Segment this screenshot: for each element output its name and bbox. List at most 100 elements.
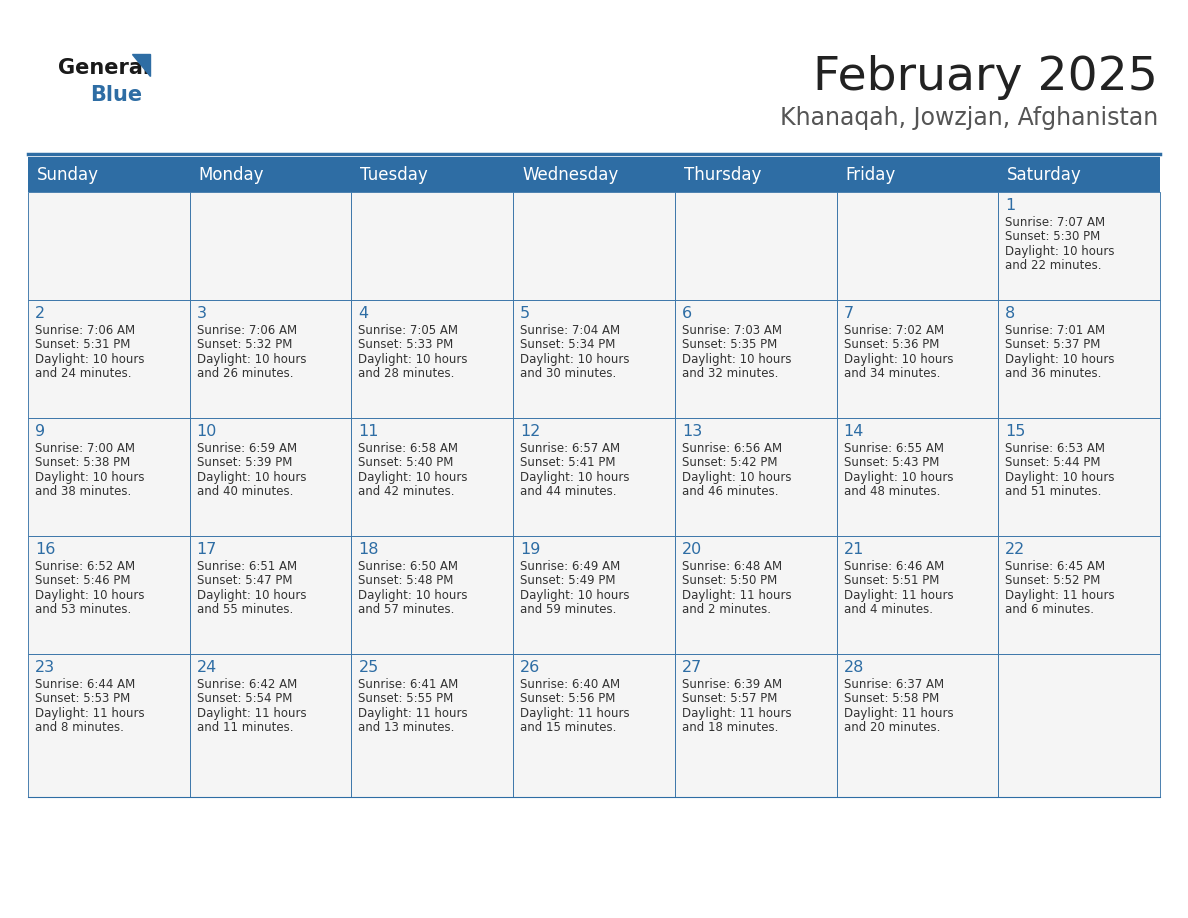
Text: Sunrise: 6:44 AM: Sunrise: 6:44 AM (34, 677, 135, 690)
Text: Sunrise: 6:55 AM: Sunrise: 6:55 AM (843, 442, 943, 454)
Text: Daylight: 10 hours: Daylight: 10 hours (197, 471, 307, 484)
Text: Daylight: 10 hours: Daylight: 10 hours (682, 353, 791, 365)
Text: Sunrise: 6:57 AM: Sunrise: 6:57 AM (520, 442, 620, 454)
Bar (29, 536, 190, 654)
Text: and 40 minutes.: and 40 minutes. (197, 485, 293, 498)
Text: 5: 5 (520, 307, 530, 321)
Text: and 34 minutes.: and 34 minutes. (843, 367, 940, 380)
Text: 12: 12 (520, 424, 541, 440)
Text: 27: 27 (682, 660, 702, 676)
Text: and 46 minutes.: and 46 minutes. (682, 485, 778, 498)
Text: Sunrise: 6:42 AM: Sunrise: 6:42 AM (197, 677, 297, 690)
Text: Daylight: 10 hours: Daylight: 10 hours (520, 353, 630, 365)
Text: and 15 minutes.: and 15 minutes. (520, 721, 617, 734)
Text: Daylight: 10 hours: Daylight: 10 hours (34, 588, 145, 601)
Text: and 6 minutes.: and 6 minutes. (1005, 603, 1094, 616)
Text: 25: 25 (359, 660, 379, 676)
Text: 8: 8 (1005, 307, 1016, 321)
Text: 11: 11 (359, 424, 379, 440)
Text: Daylight: 10 hours: Daylight: 10 hours (197, 353, 307, 365)
Text: Sunset: 5:39 PM: Sunset: 5:39 PM (197, 456, 292, 469)
Text: and 53 minutes.: and 53 minutes. (34, 603, 131, 616)
Text: Sunset: 5:53 PM: Sunset: 5:53 PM (34, 692, 131, 705)
Text: Khanaqah, Jowzjan, Afghanistan: Khanaqah, Jowzjan, Afghanistan (779, 106, 1158, 130)
Text: Daylight: 10 hours: Daylight: 10 hours (1005, 244, 1114, 258)
Text: Daylight: 10 hours: Daylight: 10 hours (359, 353, 468, 365)
Text: and 20 minutes.: and 20 minutes. (843, 721, 940, 734)
Text: Sunset: 5:33 PM: Sunset: 5:33 PM (359, 338, 454, 351)
Text: 10: 10 (197, 424, 217, 440)
Polygon shape (132, 54, 150, 76)
Text: Daylight: 11 hours: Daylight: 11 hours (843, 588, 953, 601)
Text: 13: 13 (682, 424, 702, 440)
Text: Sunrise: 7:07 AM: Sunrise: 7:07 AM (1005, 216, 1105, 229)
Text: Daylight: 10 hours: Daylight: 10 hours (359, 471, 468, 484)
Text: 9: 9 (34, 424, 45, 440)
Text: 19: 19 (520, 543, 541, 557)
Bar (675, 300, 836, 418)
Text: and 2 minutes.: and 2 minutes. (682, 603, 771, 616)
Text: Sunset: 5:55 PM: Sunset: 5:55 PM (359, 692, 454, 705)
Text: Sunset: 5:46 PM: Sunset: 5:46 PM (34, 574, 131, 587)
Text: Sunrise: 7:06 AM: Sunrise: 7:06 AM (197, 323, 297, 337)
Text: Sunset: 5:32 PM: Sunset: 5:32 PM (197, 338, 292, 351)
Text: Daylight: 10 hours: Daylight: 10 hours (34, 471, 145, 484)
Text: Sunrise: 6:45 AM: Sunrise: 6:45 AM (1005, 559, 1105, 573)
Text: 4: 4 (359, 307, 368, 321)
Text: 23: 23 (34, 660, 55, 676)
Text: 16: 16 (34, 543, 56, 557)
Text: Daylight: 10 hours: Daylight: 10 hours (682, 471, 791, 484)
Bar (29, 654, 190, 797)
Text: Blue: Blue (90, 85, 143, 105)
Text: Daylight: 10 hours: Daylight: 10 hours (1005, 471, 1114, 484)
Text: and 59 minutes.: and 59 minutes. (520, 603, 617, 616)
Text: Sunset: 5:47 PM: Sunset: 5:47 PM (197, 574, 292, 587)
Bar (675, 192, 836, 300)
Text: Sunset: 5:57 PM: Sunset: 5:57 PM (682, 692, 777, 705)
Text: Daylight: 11 hours: Daylight: 11 hours (359, 707, 468, 720)
Text: and 4 minutes.: and 4 minutes. (843, 603, 933, 616)
Bar (352, 418, 513, 536)
Bar (836, 418, 998, 536)
Text: Tuesday: Tuesday (360, 165, 428, 184)
Text: Sunrise: 7:06 AM: Sunrise: 7:06 AM (34, 323, 135, 337)
Text: Sunrise: 6:41 AM: Sunrise: 6:41 AM (359, 677, 459, 690)
Text: and 38 minutes.: and 38 minutes. (34, 485, 131, 498)
Text: Sunset: 5:41 PM: Sunset: 5:41 PM (520, 456, 615, 469)
Bar (190, 300, 352, 418)
Bar (190, 192, 352, 300)
Text: Sunrise: 6:46 AM: Sunrise: 6:46 AM (843, 559, 943, 573)
Text: Daylight: 11 hours: Daylight: 11 hours (34, 707, 145, 720)
Text: Sunset: 5:50 PM: Sunset: 5:50 PM (682, 574, 777, 587)
Bar (836, 300, 998, 418)
Text: Daylight: 10 hours: Daylight: 10 hours (197, 588, 307, 601)
Text: Daylight: 10 hours: Daylight: 10 hours (843, 471, 953, 484)
Text: Sunset: 5:38 PM: Sunset: 5:38 PM (34, 456, 131, 469)
Text: Sunrise: 6:53 AM: Sunrise: 6:53 AM (1005, 442, 1105, 454)
Text: and 57 minutes.: and 57 minutes. (359, 603, 455, 616)
Text: 28: 28 (843, 660, 864, 676)
Text: Sunrise: 6:40 AM: Sunrise: 6:40 AM (520, 677, 620, 690)
Text: Daylight: 10 hours: Daylight: 10 hours (520, 471, 630, 484)
Bar (513, 192, 675, 300)
Text: Monday: Monday (198, 165, 264, 184)
Text: Friday: Friday (846, 165, 896, 184)
Text: Sunset: 5:56 PM: Sunset: 5:56 PM (520, 692, 615, 705)
Text: and 51 minutes.: and 51 minutes. (1005, 485, 1101, 498)
Bar (29, 157, 1159, 192)
Text: Daylight: 10 hours: Daylight: 10 hours (520, 588, 630, 601)
Text: and 18 minutes.: and 18 minutes. (682, 721, 778, 734)
Bar (998, 192, 1159, 300)
Text: Sunrise: 6:50 AM: Sunrise: 6:50 AM (359, 559, 459, 573)
Bar (513, 654, 675, 797)
Bar (190, 654, 352, 797)
Text: Sunset: 5:37 PM: Sunset: 5:37 PM (1005, 338, 1100, 351)
Text: 22: 22 (1005, 543, 1025, 557)
Text: Sunrise: 6:52 AM: Sunrise: 6:52 AM (34, 559, 135, 573)
Text: 24: 24 (197, 660, 217, 676)
Text: 26: 26 (520, 660, 541, 676)
Bar (675, 654, 836, 797)
Text: and 30 minutes.: and 30 minutes. (520, 367, 617, 380)
Bar (352, 536, 513, 654)
Text: 3: 3 (197, 307, 207, 321)
